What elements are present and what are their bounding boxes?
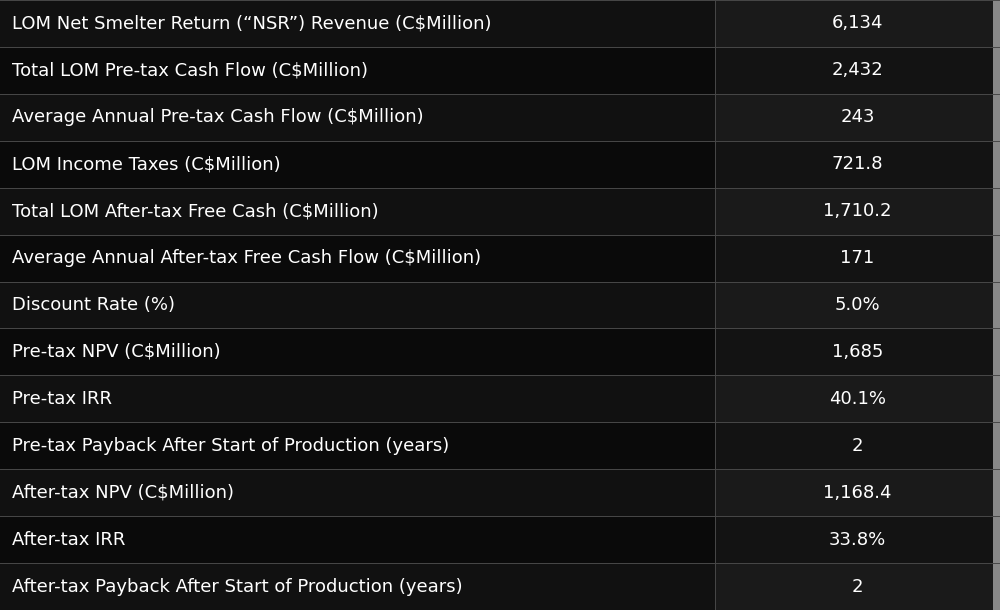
Text: Average Annual After-tax Free Cash Flow (C$Million): Average Annual After-tax Free Cash Flow … (12, 249, 481, 267)
Bar (715, 516, 1000, 563)
Bar (0, 282, 715, 328)
Text: Pre-tax NPV (C$Million): Pre-tax NPV (C$Million) (12, 343, 221, 361)
Text: LOM Income Taxes (C$Million): LOM Income Taxes (C$Million) (12, 155, 281, 173)
Bar (715, 328, 1000, 375)
Text: 1,168.4: 1,168.4 (823, 484, 892, 501)
Bar (0, 375, 715, 422)
Text: After-tax IRR: After-tax IRR (12, 531, 125, 548)
Bar (715, 563, 1000, 610)
Text: Total LOM After-tax Free Cash (C$Million): Total LOM After-tax Free Cash (C$Million… (12, 202, 379, 220)
Text: Total LOM Pre-tax Cash Flow (C$Million): Total LOM Pre-tax Cash Flow (C$Million) (12, 62, 368, 79)
Text: LOM Net Smelter Return (“NSR”) Revenue (C$Million): LOM Net Smelter Return (“NSR”) Revenue (… (12, 15, 492, 32)
Bar (715, 469, 1000, 516)
Text: 243: 243 (840, 109, 875, 126)
Text: 1,685: 1,685 (832, 343, 883, 361)
Bar (715, 94, 1000, 141)
Bar (0, 328, 715, 375)
Text: 721.8: 721.8 (832, 155, 883, 173)
Bar (0, 188, 715, 235)
Bar (715, 375, 1000, 422)
Bar (0, 469, 715, 516)
Text: 40.1%: 40.1% (829, 390, 886, 408)
Text: After-tax NPV (C$Million): After-tax NPV (C$Million) (12, 484, 234, 501)
Text: 2: 2 (852, 437, 863, 455)
Bar (715, 282, 1000, 328)
Text: 2,432: 2,432 (832, 62, 883, 79)
Bar (0, 47, 715, 94)
Text: Average Annual Pre-tax Cash Flow (C$Million): Average Annual Pre-tax Cash Flow (C$Mill… (12, 109, 424, 126)
Bar (0, 94, 715, 141)
Text: Pre-tax Payback After Start of Production (years): Pre-tax Payback After Start of Productio… (12, 437, 449, 455)
Bar (715, 47, 1000, 94)
Text: 2: 2 (852, 578, 863, 595)
Bar (0, 235, 715, 282)
Text: 1,710.2: 1,710.2 (823, 202, 892, 220)
Bar (715, 422, 1000, 469)
Bar (0, 563, 715, 610)
Bar (0, 422, 715, 469)
Text: 5.0%: 5.0% (835, 296, 880, 314)
Bar (715, 235, 1000, 282)
Text: After-tax Payback After Start of Production (years): After-tax Payback After Start of Product… (12, 578, 463, 595)
Bar (715, 188, 1000, 235)
Text: 6,134: 6,134 (832, 15, 883, 32)
Text: 33.8%: 33.8% (829, 531, 886, 548)
Bar (0, 0, 715, 47)
Bar (993, 0, 1000, 610)
Bar (715, 0, 1000, 47)
Bar (0, 516, 715, 563)
Text: Pre-tax IRR: Pre-tax IRR (12, 390, 112, 408)
Text: 171: 171 (840, 249, 875, 267)
Bar (0, 141, 715, 188)
Text: Discount Rate (%): Discount Rate (%) (12, 296, 175, 314)
Bar (715, 141, 1000, 188)
